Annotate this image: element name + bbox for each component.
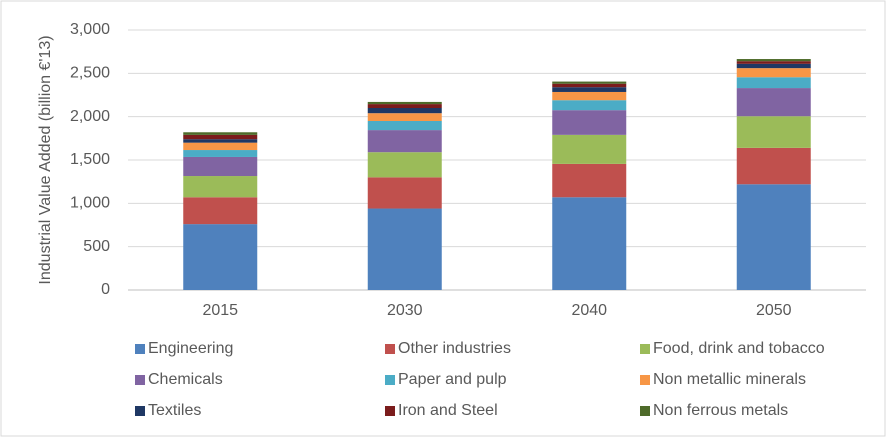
bar-segment — [183, 197, 258, 225]
y-tick-label: 1,000 — [70, 195, 110, 212]
bar-segment — [183, 176, 258, 198]
x-tick-label: 2050 — [756, 302, 792, 319]
bar-segment — [736, 88, 811, 117]
y-tick-label: 500 — [83, 238, 110, 255]
legend-swatch — [385, 344, 395, 354]
bar-segment — [552, 87, 627, 92]
bar-segment — [183, 134, 258, 140]
bar-segment — [552, 163, 627, 198]
bar-segment — [367, 121, 442, 131]
bar-segment — [367, 113, 442, 121]
bar-segment — [367, 130, 442, 153]
bar-segment — [736, 116, 811, 148]
x-tick-label: 2030 — [387, 302, 423, 319]
bar-segment — [736, 77, 811, 89]
bar-segment — [183, 139, 258, 143]
legend-swatch — [640, 406, 650, 416]
legend-label: Iron and Steel — [398, 402, 498, 419]
x-tick-label: 2015 — [202, 302, 238, 319]
x-tick-label: 2040 — [571, 302, 607, 319]
legend-swatch — [385, 375, 395, 385]
bar-segment — [367, 101, 442, 105]
y-axis-label: Industrial Value Added (billion €'13) — [37, 35, 54, 284]
bar-segment — [736, 147, 811, 185]
bar-segment — [183, 150, 258, 157]
y-tick-label: 0 — [101, 281, 110, 298]
legend-swatch — [135, 406, 145, 416]
legend-swatch — [640, 375, 650, 385]
bar-segment — [183, 156, 258, 177]
bar-segment — [736, 68, 811, 78]
bar-segment — [552, 83, 627, 88]
legend-swatch — [135, 344, 145, 354]
bar-segment — [736, 59, 811, 62]
bar-segment — [367, 104, 442, 108]
bar-segment — [736, 63, 811, 69]
legend-label: Non ferrous metals — [653, 402, 788, 419]
bar-segment — [367, 177, 442, 209]
legend-swatch — [640, 344, 650, 354]
legend-label: Paper and pulp — [398, 371, 507, 388]
bar-segment — [552, 134, 627, 164]
legend-label: Food, drink and tobacco — [653, 340, 825, 357]
legend-label: Other industries — [398, 340, 511, 357]
bar-segment — [183, 224, 258, 290]
bar-segment — [736, 61, 811, 64]
legend-swatch — [385, 406, 395, 416]
bar-segment — [183, 132, 258, 135]
bar-segment — [367, 108, 442, 114]
legend-label: Engineering — [148, 340, 233, 357]
bar-segment — [552, 91, 627, 101]
y-tick-label: 2,500 — [70, 65, 110, 82]
bar-segment — [552, 197, 627, 290]
legend-label: Non metallic minerals — [653, 371, 806, 388]
bar-segment — [367, 152, 442, 178]
bar-segment — [552, 110, 627, 135]
legend-label: Chemicals — [148, 371, 223, 388]
bar-segment — [367, 208, 442, 290]
y-tick-label: 1,500 — [70, 151, 110, 168]
bar-segment — [736, 184, 811, 290]
bar-segment — [552, 81, 627, 84]
bar-segment — [183, 142, 258, 151]
legend-swatch — [135, 375, 145, 385]
legend-label: Textiles — [148, 402, 201, 419]
y-tick-label: 3,000 — [70, 21, 110, 38]
bar-segment — [552, 100, 627, 111]
y-tick-label: 2,000 — [70, 108, 110, 125]
